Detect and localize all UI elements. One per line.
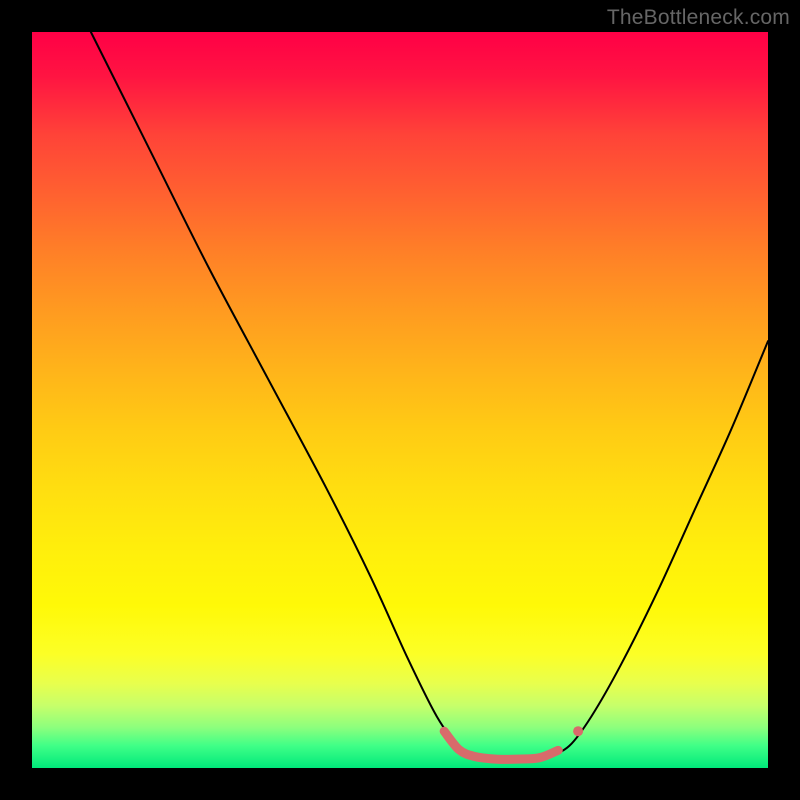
chart-svg (0, 0, 800, 800)
watermark: TheBottleneck.com (607, 6, 790, 30)
highlight-dot (573, 726, 583, 736)
bottleneck-chart: TheBottleneck.com (0, 0, 800, 800)
